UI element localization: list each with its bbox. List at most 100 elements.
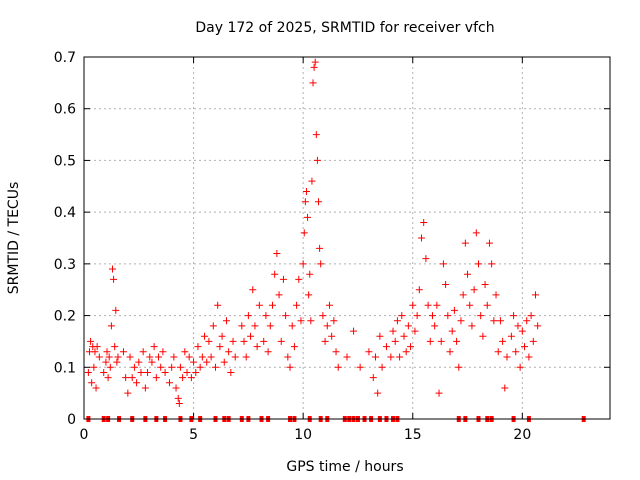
x-tick-label: 0 [80, 427, 89, 443]
data-point [295, 275, 303, 283]
data-point [240, 337, 248, 345]
data-point [356, 363, 364, 371]
data-point [307, 317, 315, 325]
data-point [264, 348, 272, 356]
data-point [87, 337, 95, 345]
data-point [398, 312, 406, 320]
data-point [323, 322, 331, 330]
data-point [365, 348, 373, 356]
data-point [301, 198, 309, 206]
data-point [525, 353, 533, 361]
data-point [304, 213, 312, 221]
data-point [481, 281, 489, 289]
data-point [334, 363, 342, 371]
data-point [108, 265, 116, 273]
data-point [316, 244, 324, 252]
data-point [512, 348, 520, 356]
data-point [113, 358, 121, 366]
data-point [284, 353, 292, 361]
data-point [277, 337, 285, 345]
data-point [216, 343, 224, 351]
data-point [106, 363, 114, 371]
data-point [442, 281, 450, 289]
data-point [244, 312, 252, 320]
data-point [483, 301, 491, 309]
data-point [369, 374, 377, 382]
data-point [407, 343, 415, 351]
data-point [185, 353, 193, 361]
data-point [187, 374, 195, 382]
data-point [176, 363, 184, 371]
data-point [201, 332, 209, 340]
data-point [227, 368, 235, 376]
data-point [457, 317, 465, 325]
data-point [453, 337, 461, 345]
data-point [107, 322, 115, 330]
data-point [190, 358, 198, 366]
data-point [268, 301, 276, 309]
data-point [111, 343, 119, 351]
y-tick-label: 0.2 [54, 309, 76, 325]
data-point [496, 317, 504, 325]
data-point [139, 348, 147, 356]
data-point [141, 384, 149, 392]
data-point [309, 79, 317, 87]
data-point [297, 317, 305, 325]
data-point [207, 353, 215, 361]
data-point [306, 270, 314, 278]
data-point [529, 337, 537, 345]
data-point [435, 389, 443, 397]
data-point [128, 374, 136, 382]
data-point [492, 291, 500, 299]
data-point [231, 353, 239, 361]
data-point [84, 368, 92, 376]
data-point [499, 337, 507, 345]
data-point [205, 337, 213, 345]
data-point [330, 317, 338, 325]
data-point [420, 218, 428, 226]
data-point [114, 353, 122, 361]
data-point [313, 156, 321, 164]
data-point [305, 291, 313, 299]
data-point [92, 384, 100, 392]
data-point [266, 322, 274, 330]
data-point [137, 368, 145, 376]
data-point [402, 348, 410, 356]
data-point [300, 229, 308, 237]
data-point [183, 368, 191, 376]
data-point [448, 327, 456, 335]
data-point [374, 389, 382, 397]
data-point [126, 353, 134, 361]
data-point [503, 353, 511, 361]
data-point [179, 374, 187, 382]
data-point [88, 379, 96, 387]
data-point [464, 270, 472, 278]
data-point [293, 301, 301, 309]
data-point [461, 239, 469, 247]
data-point [175, 399, 183, 407]
data-point [400, 332, 408, 340]
data-point [308, 177, 316, 185]
data-point [413, 312, 421, 320]
data-point [382, 343, 390, 351]
data-point [312, 131, 320, 139]
data-point [212, 363, 219, 371]
data-point [428, 312, 436, 320]
data-point [110, 275, 118, 283]
data-point [157, 363, 165, 371]
data-point [317, 260, 325, 268]
data-point [376, 332, 384, 340]
data-point [155, 353, 163, 361]
data-point [411, 327, 419, 335]
data-point [150, 343, 158, 351]
data-point [247, 332, 255, 340]
data-point [510, 312, 518, 320]
data-point [415, 286, 423, 294]
data-point [165, 379, 173, 387]
data-point [135, 358, 143, 366]
data-point [310, 63, 318, 71]
data-point [170, 353, 178, 361]
data-point [488, 260, 496, 268]
data-point [321, 337, 329, 345]
data-point [253, 343, 261, 351]
